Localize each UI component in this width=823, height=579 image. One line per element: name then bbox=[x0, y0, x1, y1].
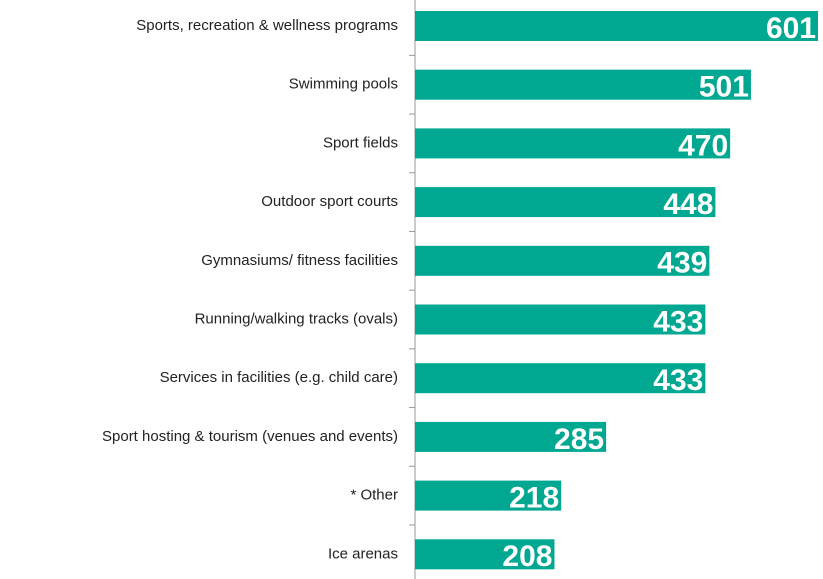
y-tick-label: Services in facilities (e.g. child care) bbox=[160, 369, 398, 386]
y-tick-label: * Other bbox=[350, 487, 398, 504]
y-tick-label: Sport fields bbox=[323, 134, 398, 151]
y-tick-label: Swimming pools bbox=[289, 76, 398, 93]
bar bbox=[415, 480, 562, 511]
bar bbox=[415, 187, 716, 218]
y-tick-label: Sports, recreation & wellness programs bbox=[136, 17, 398, 34]
value-label: 470 bbox=[678, 129, 728, 162]
value-label: 218 bbox=[509, 482, 559, 515]
bar bbox=[415, 11, 818, 41]
value-label: 285 bbox=[554, 423, 604, 456]
y-tick-label: Ice arenas bbox=[328, 545, 398, 562]
bar bbox=[415, 304, 706, 335]
value-label: 601 bbox=[766, 12, 816, 45]
y-tick-label: Gymnasiums/ fitness facilities bbox=[201, 252, 398, 269]
y-tick-label: Sport hosting & tourism (venues and even… bbox=[102, 428, 398, 445]
value-label: 433 bbox=[653, 305, 703, 338]
bar bbox=[415, 421, 607, 452]
value-label: 208 bbox=[502, 540, 552, 573]
value-label: 501 bbox=[699, 71, 749, 104]
value-label: 439 bbox=[657, 247, 707, 280]
bar bbox=[415, 69, 751, 100]
y-tick-label: Outdoor sport courts bbox=[261, 193, 398, 210]
y-tick-label: Running/walking tracks (ovals) bbox=[195, 310, 398, 327]
bar bbox=[415, 245, 710, 276]
value-label: 433 bbox=[653, 364, 703, 397]
value-label: 448 bbox=[663, 188, 713, 221]
bar bbox=[415, 363, 706, 394]
bar bbox=[415, 128, 731, 159]
bar bbox=[415, 539, 555, 570]
